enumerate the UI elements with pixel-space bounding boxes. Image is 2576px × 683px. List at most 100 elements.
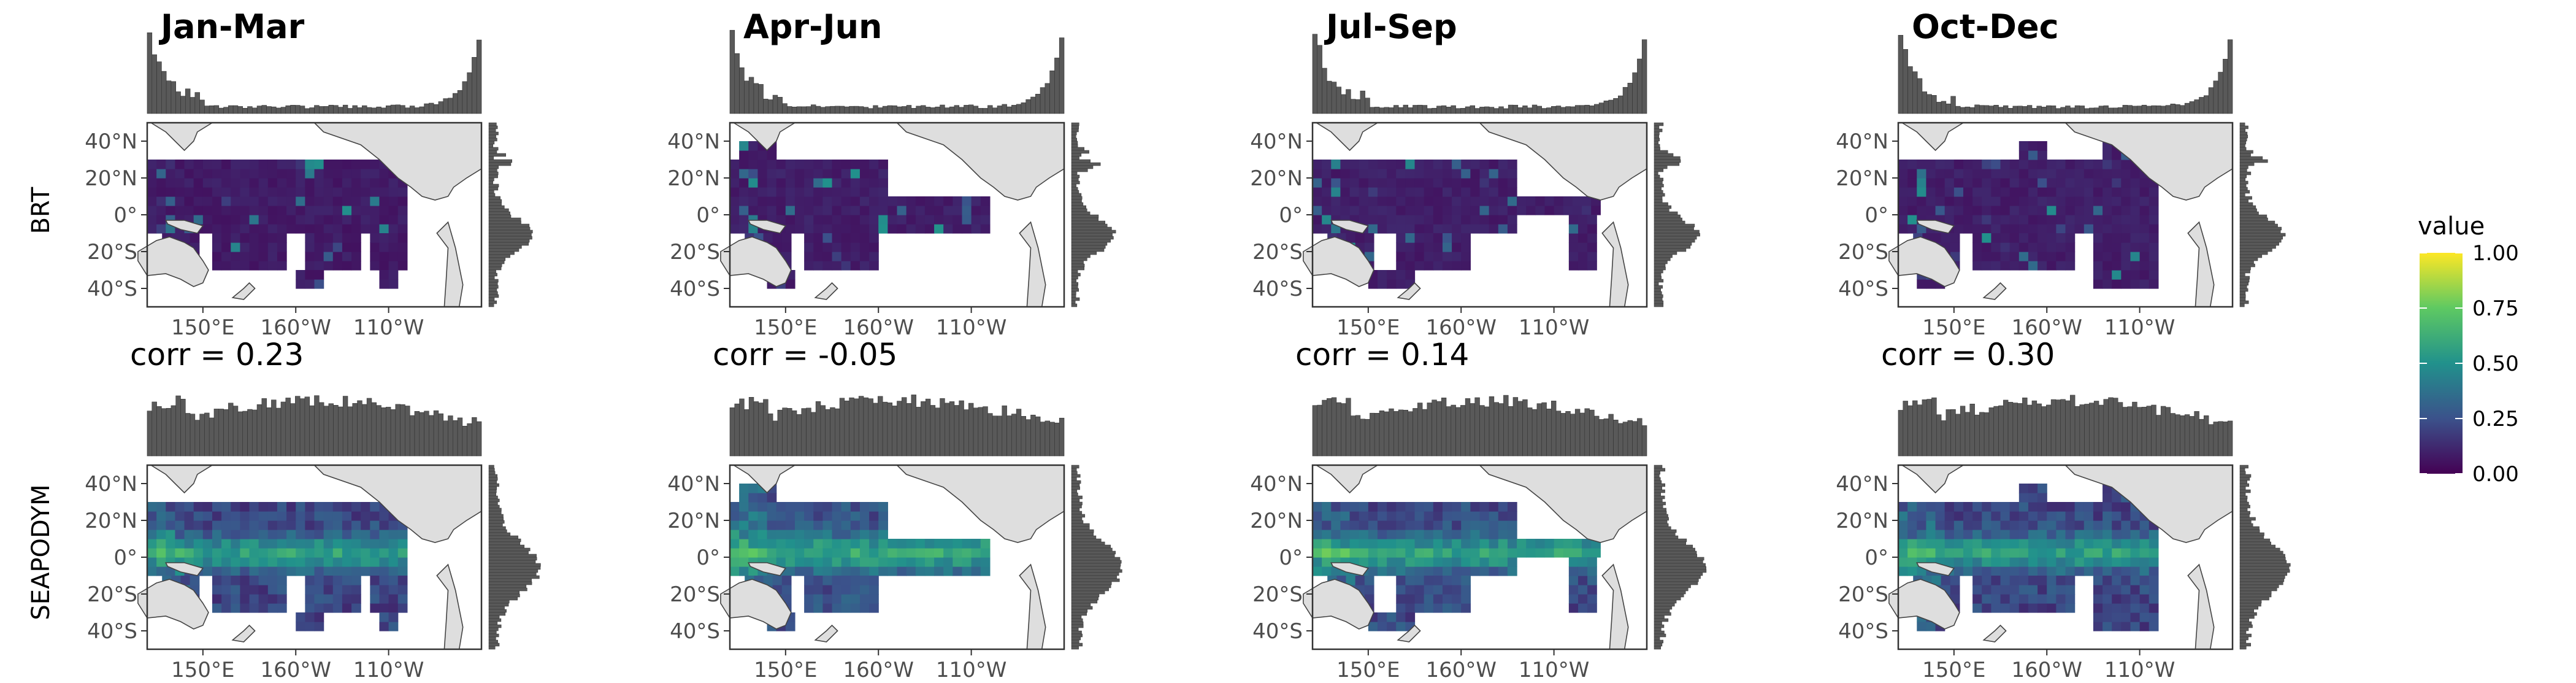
- hist-bar: [1603, 419, 1609, 457]
- heat-cell: [2130, 215, 2141, 225]
- hist-bar: [1654, 122, 1664, 126]
- hist-bar: [1654, 174, 1660, 179]
- heat-cell: [1470, 557, 1481, 567]
- heat-cell: [794, 187, 805, 197]
- heat-cell: [323, 566, 334, 576]
- heat-cell: [231, 585, 240, 595]
- hist-bar: [1654, 137, 1660, 142]
- heat-cell: [2047, 187, 2057, 197]
- lat-tick-label: 40°S: [1838, 619, 1888, 644]
- heat-cell: [897, 206, 907, 215]
- heat-cell: [175, 169, 185, 179]
- hist-bar: [811, 104, 816, 114]
- heat-cell: [147, 196, 157, 206]
- hist-bar: [488, 517, 504, 521]
- hist-bar: [1503, 395, 1509, 457]
- heat-cell: [2130, 233, 2141, 243]
- heat-cell: [2130, 594, 2141, 604]
- hist-bar: [1059, 37, 1065, 114]
- heat-cell: [1526, 548, 1536, 558]
- hist-bar: [2239, 291, 2246, 295]
- heat-cell: [1972, 585, 1982, 595]
- heat-cell: [342, 594, 352, 604]
- heat-cell: [850, 178, 861, 188]
- heat-cell: [1898, 206, 1908, 215]
- heat-cell: [2139, 539, 2150, 549]
- heat-cell: [2047, 585, 2057, 595]
- hist-bar: [1006, 106, 1012, 114]
- heat-cell: [351, 594, 361, 604]
- heat-cell: [2037, 169, 2047, 179]
- heat-cell: [2028, 206, 2038, 215]
- hist-bar: [352, 105, 358, 114]
- heat-cell: [231, 576, 240, 585]
- hist-bar: [2136, 407, 2142, 457]
- hist-bar: [1617, 423, 1623, 457]
- heat-cell: [1544, 539, 1555, 549]
- hist-bar: [1654, 554, 1698, 558]
- hist-bar: [488, 242, 529, 246]
- heat-cell: [332, 224, 343, 234]
- hist-bar: [1922, 399, 1928, 457]
- heat-cell: [267, 539, 278, 549]
- heat-cell: [739, 150, 749, 160]
- hist-bar: [2239, 489, 2251, 493]
- heat-cell: [267, 196, 278, 206]
- heat-cell: [1313, 187, 1322, 197]
- heat-cell: [2093, 279, 2103, 289]
- heat-cell: [1507, 502, 1517, 512]
- hist-bar: [1071, 236, 1114, 240]
- heat-cell: [2074, 548, 2085, 558]
- heat-cell: [323, 169, 334, 179]
- heat-cell: [953, 224, 963, 234]
- hist-bar: [180, 399, 186, 457]
- heat-cell: [1479, 196, 1490, 206]
- hist-bar: [1654, 514, 1668, 518]
- hist-bar: [2239, 153, 2251, 157]
- hist-bar: [488, 141, 495, 145]
- hist-bar: [1654, 621, 1662, 625]
- heat-cell: [2028, 196, 2038, 206]
- heat-cell: [804, 502, 814, 512]
- heat-cell: [193, 187, 204, 197]
- hist-bar: [1654, 489, 1665, 493]
- hist-bar: [968, 403, 974, 457]
- heat-cell: [869, 585, 879, 595]
- heat-cell: [1387, 612, 1397, 622]
- heat-cell: [878, 215, 888, 225]
- heat-cell: [1479, 520, 1490, 530]
- hist-bar: [433, 410, 439, 457]
- hist-bar: [1654, 584, 1691, 588]
- heat-cell: [1907, 206, 1917, 215]
- hist-bar: [488, 492, 496, 496]
- hist-bar: [304, 108, 310, 114]
- hist-bar: [2213, 422, 2218, 457]
- heat-cell: [184, 520, 194, 530]
- heat-cell: [915, 566, 926, 576]
- heat-cell: [869, 196, 879, 206]
- heat-cell: [1568, 594, 1579, 604]
- heat-cell: [2083, 520, 2094, 530]
- heat-cell: [1322, 530, 1332, 539]
- heat-cell: [1489, 548, 1499, 558]
- heat-cell: [2028, 594, 2038, 604]
- heat-cell: [1322, 224, 1332, 234]
- heat-cell: [822, 566, 833, 576]
- heat-cell: [332, 196, 343, 206]
- heat-cell: [1587, 224, 1597, 234]
- heat-cell: [2149, 603, 2159, 613]
- hist-bar: [1059, 417, 1065, 457]
- heat-cell: [1359, 548, 1369, 558]
- heat-cell: [332, 511, 343, 521]
- landmass: [720, 236, 792, 287]
- heat-cell: [1507, 530, 1517, 539]
- hist-bar: [199, 99, 205, 114]
- hist-bar: [1627, 420, 1633, 457]
- hist-bar: [2239, 128, 2245, 133]
- heat-cell: [2130, 557, 2141, 567]
- heat-cell: [850, 576, 861, 585]
- hist-bar: [2239, 495, 2248, 500]
- heat-cell: [212, 187, 222, 197]
- right-marginal-histogram: [1654, 122, 1700, 307]
